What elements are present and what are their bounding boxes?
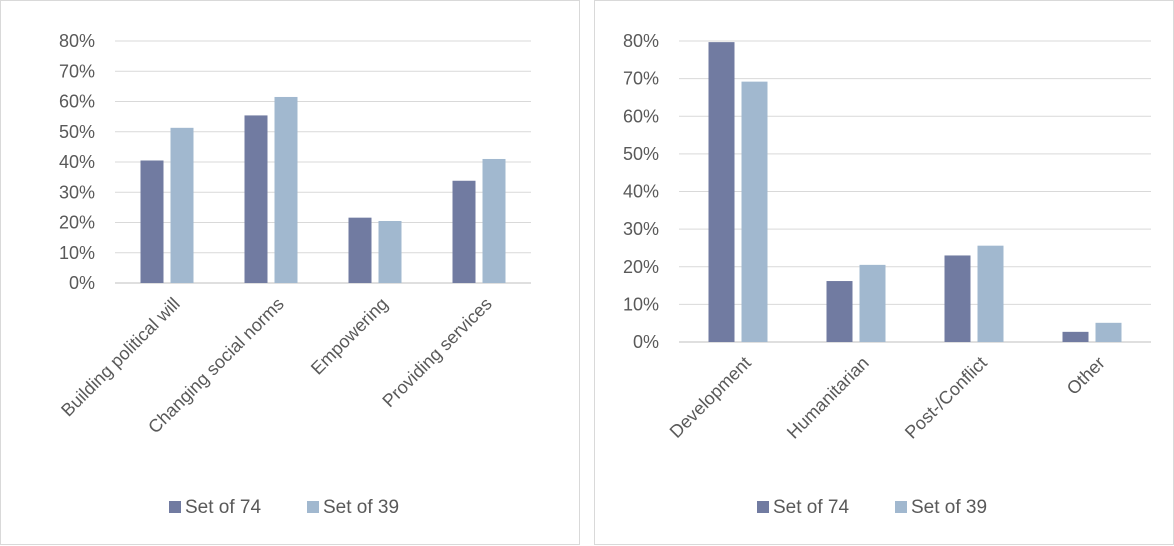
y-tick-label: 10%	[59, 243, 95, 263]
y-tick-label: 50%	[59, 122, 95, 142]
legend-swatch	[307, 501, 319, 513]
bar-set-of-74	[244, 115, 268, 283]
x-category-label: Providing services	[378, 294, 495, 411]
y-tick-label: 80%	[623, 31, 659, 51]
y-tick-label: 20%	[623, 257, 659, 277]
y-tick-label: 0%	[633, 332, 659, 352]
y-tick-label: 40%	[59, 152, 95, 172]
y-tick-label: 10%	[623, 294, 659, 314]
y-tick-label: 50%	[623, 144, 659, 164]
bar-set-of-74	[708, 42, 735, 342]
bar-set-of-39	[274, 96, 298, 284]
x-category-label: Humanitarian	[783, 353, 873, 443]
y-tick-label: 70%	[623, 69, 659, 89]
legend-swatch	[757, 501, 769, 513]
x-category-label: Empowering	[307, 294, 392, 379]
bar-set-of-74	[348, 217, 372, 283]
bar-set-of-39	[482, 158, 506, 283]
y-tick-label: 40%	[623, 182, 659, 202]
chart-panel-left: 0% 10% 20% 30% 40% 50% 60% 70% 80% Building polit…	[0, 0, 580, 545]
x-category-label: Other	[1063, 353, 1109, 399]
y-tick-label: 30%	[623, 219, 659, 239]
chart-panel-right: 0% 10% 20% 30% 40% 50% 60% 70% 80% Development Hum…	[594, 0, 1174, 545]
legend-swatch	[895, 501, 907, 513]
bar-set-of-74	[452, 180, 476, 283]
bar-set-of-39	[170, 127, 194, 283]
legend-label: Set of 39	[323, 497, 399, 518]
legend-label: Set of 74	[773, 497, 849, 518]
y-tick-label: 80%	[59, 31, 95, 51]
y-tick-label: 70%	[59, 61, 95, 81]
y-tick-label: 0%	[69, 273, 95, 293]
bar-chart-left: 0%10%20%30%40%50%60%70%80%Building polit…	[57, 31, 531, 518]
bar-set-of-39	[741, 81, 768, 342]
bar-set-of-74	[944, 255, 971, 342]
bar-set-of-74	[140, 160, 164, 283]
x-category-label: Development	[666, 353, 755, 442]
x-category-label: Post-/Conflict	[901, 353, 991, 443]
y-tick-label: 60%	[59, 92, 95, 112]
y-tick-label: 60%	[623, 106, 659, 126]
bar-set-of-39	[977, 245, 1004, 342]
bar-set-of-39	[859, 264, 886, 342]
y-tick-label: 20%	[59, 213, 95, 233]
legend-label: Set of 74	[185, 497, 261, 518]
bar-set-of-39	[1095, 322, 1122, 342]
bar-set-of-74	[1062, 331, 1089, 342]
legend-swatch	[169, 501, 181, 513]
bar-chart-right: 0% 10% 20% 30% 40% 50% 60% 70% 80% Development Hum…	[623, 31, 1151, 518]
bar-set-of-39	[378, 220, 402, 283]
bar-set-of-74	[826, 281, 853, 342]
legend-label: Set of 39	[911, 497, 987, 518]
y-tick-label: 30%	[59, 182, 95, 202]
